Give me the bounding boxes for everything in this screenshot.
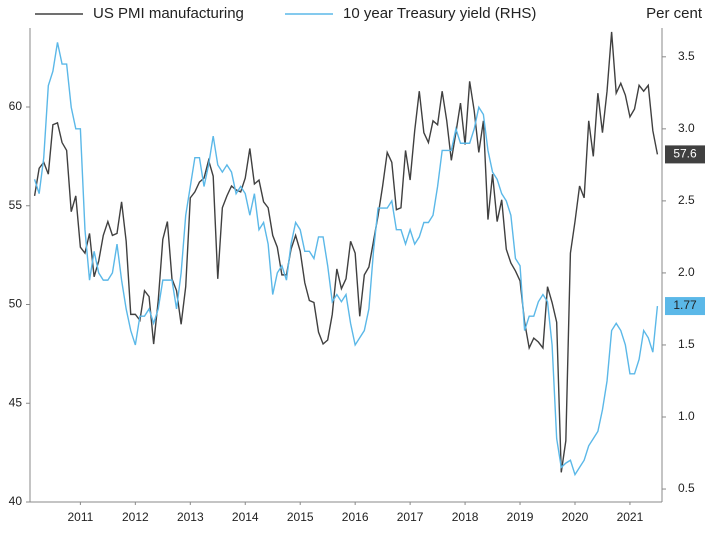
y2-axis-title: Per cent	[646, 5, 703, 22]
end-label-box	[665, 145, 705, 164]
x-tick-label: 2017	[397, 510, 424, 524]
x-tick-label: 2020	[562, 510, 589, 524]
x-tick-label: 2015	[287, 510, 314, 524]
y2-tick-label: 2.0	[678, 265, 695, 279]
x-tick-label: 2012	[122, 510, 149, 524]
data-line	[33, 42, 659, 477]
y2-tick-label: 0.5	[678, 481, 695, 495]
y-tick-label: 40	[9, 494, 23, 508]
x-tick-label: 2018	[452, 510, 479, 524]
legend-label: 10 year Treasury yield (RHS)	[343, 5, 536, 22]
y2-tick-label: 2.5	[678, 193, 695, 207]
y2-tick-label: 1.0	[678, 409, 695, 423]
x-tick-label: 2016	[342, 510, 369, 524]
x-tick-label: 2021	[617, 510, 644, 524]
y-tick-label: 45	[9, 395, 23, 409]
x-tick-label: 2013	[177, 510, 204, 524]
y-tick-label: 60	[9, 99, 23, 113]
y2-tick-label: 1.5	[678, 337, 695, 351]
legend-label: US PMI manufacturing	[93, 5, 244, 22]
y-tick-label: 55	[9, 198, 23, 212]
end-label-box	[665, 297, 705, 316]
x-tick-label: 2019	[507, 510, 534, 524]
end-label: 1.77	[673, 298, 697, 312]
y2-tick-label: 3.5	[678, 49, 695, 63]
x-tick-label: 2011	[67, 510, 93, 524]
end-label: 57.6	[673, 147, 697, 161]
data-line	[33, 31, 659, 473]
y2-tick-label: 3.0	[678, 121, 695, 135]
y-tick-label: 50	[9, 297, 23, 311]
x-tick-label: 2014	[232, 510, 259, 524]
